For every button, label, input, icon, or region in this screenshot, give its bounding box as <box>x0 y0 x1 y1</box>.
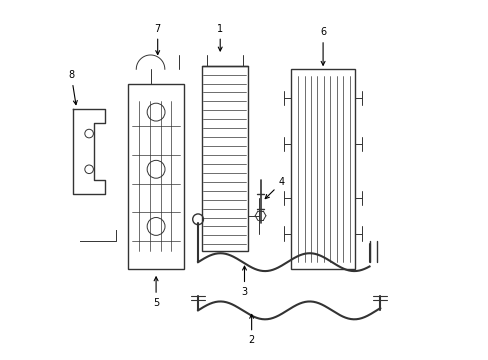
Text: 7: 7 <box>154 23 161 54</box>
Bar <box>128 84 183 269</box>
Text: 1: 1 <box>217 23 223 51</box>
Text: 8: 8 <box>68 70 77 105</box>
Bar <box>290 69 354 269</box>
Text: 3: 3 <box>241 266 247 297</box>
Text: 6: 6 <box>319 27 325 65</box>
Bar <box>201 66 247 251</box>
Text: 2: 2 <box>248 314 254 345</box>
Text: 4: 4 <box>264 177 285 199</box>
Text: 5: 5 <box>153 277 159 308</box>
